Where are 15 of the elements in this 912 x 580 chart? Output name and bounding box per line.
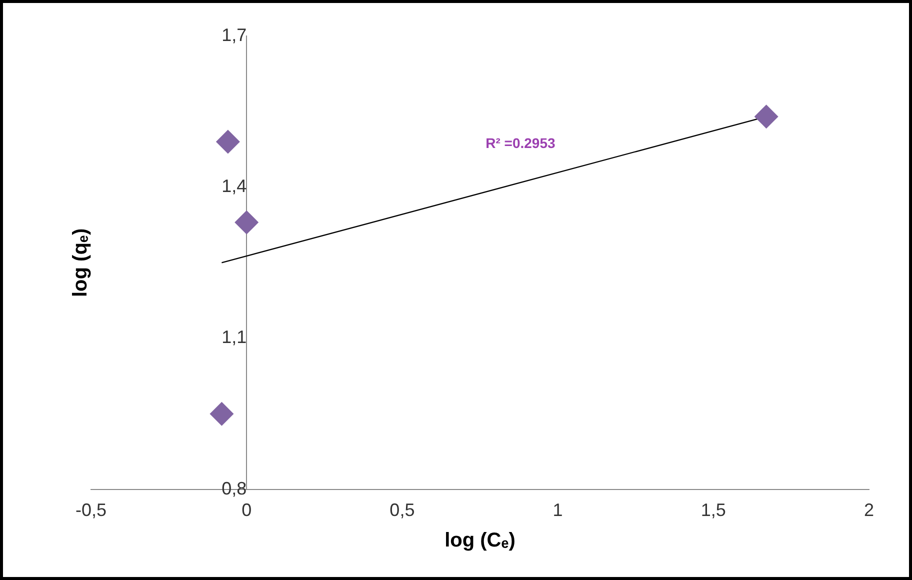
annotation: R² =0.2953	[486, 134, 556, 151]
x-tick-label: 1,5	[700, 500, 726, 520]
x-tick-label: 1	[552, 500, 563, 520]
y-tick-label: 1,7	[222, 24, 247, 45]
x-axis-title: log (Cₑ)	[444, 530, 516, 552]
y-tick-label: 1,1	[222, 327, 247, 348]
x-tick-label: 2	[864, 500, 874, 520]
x-tick-label: 0,5	[390, 500, 415, 520]
x-tick-label: -0,5	[75, 500, 107, 520]
point	[216, 130, 240, 154]
point	[234, 210, 259, 234]
x-tick-label: 0	[242, 500, 252, 520]
point	[210, 402, 234, 426]
y-axis-title: log (qₑ)	[70, 228, 92, 298]
point	[754, 104, 778, 129]
